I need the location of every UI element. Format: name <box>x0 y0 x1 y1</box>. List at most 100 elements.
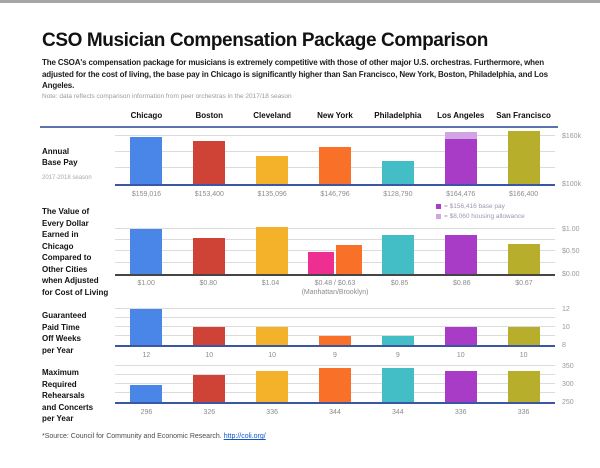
bar-chicago <box>130 136 163 184</box>
gridline <box>115 238 555 240</box>
bar-slot <box>115 309 178 345</box>
bar-slot <box>429 224 492 274</box>
bar-value-label: 10 <box>492 352 555 361</box>
bar-slot <box>366 366 429 402</box>
bar-value-text: 336 <box>266 409 278 416</box>
bar-segment <box>444 132 477 139</box>
bar-segment <box>507 243 540 274</box>
la-pay-legend: = $156,416 base pay = $8,060 housing allo… <box>436 201 525 221</box>
bar-slot <box>429 309 492 345</box>
bar-los-angeles <box>444 132 477 184</box>
bar-value-label: 344 <box>304 409 367 418</box>
bar-segment <box>507 371 540 402</box>
row-label-annual-base-pay: Annual Base Pay 2017-2018 season <box>42 134 122 196</box>
bar-segment <box>444 138 477 184</box>
source-text: *Source: Council for Community and Econo… <box>42 433 224 440</box>
axis-tick-label: 350 <box>562 363 574 370</box>
bar-segment <box>381 368 414 402</box>
axis-paid-time-off: 12 10 8 <box>560 306 598 349</box>
bar-value-subtext: (Manhattan/Brooklyn) <box>301 288 369 296</box>
column-header-philadelphia: Philadelphia <box>374 111 422 120</box>
bar-value-text: $0.86 <box>453 280 471 287</box>
axis-tick-label: 300 <box>562 381 574 388</box>
bar-value-label: 344 <box>366 409 429 418</box>
bar-slots <box>115 224 555 274</box>
column-header-los-angeles: Los Angeles <box>437 111 485 120</box>
bar-value-text: $0.85 <box>390 280 409 287</box>
bar-value-text: $1.00 <box>137 280 155 287</box>
bar-value-label: 10 <box>429 352 492 361</box>
bar-chicago <box>130 385 163 402</box>
values-dollar-value: $1.00 $0.80 $1.04 $0.48 / $0.63 (Manhattan/B… <box>115 280 555 297</box>
bar-value-text: 344 <box>392 409 404 416</box>
axis-tick-label: 10 <box>562 324 570 331</box>
bar-segment <box>308 252 334 274</box>
legend-swatch-icon <box>436 213 441 219</box>
row-label-paid-time-off: Guaranteed Paid Time Off Weeks per Year <box>42 311 87 355</box>
bar-value-text: 10 <box>519 352 528 359</box>
data-note: Note: data reflects comparison informati… <box>42 93 292 100</box>
bar-slot <box>492 366 555 402</box>
axis-tick-label: $100k <box>562 181 582 188</box>
bar-san-francisco <box>507 371 540 402</box>
chart-paid-time-off <box>115 308 555 347</box>
gridline <box>115 250 555 252</box>
values-rehearsals: 296 326 336 344 344 336 336 <box>115 409 555 418</box>
bar-boston <box>193 141 226 184</box>
bar-slot <box>115 224 178 274</box>
bar-segment <box>256 155 289 184</box>
bar-segment <box>256 327 289 345</box>
bar-value-label: $164,476 <box>429 191 492 200</box>
city-header-row: Chicago Boston Cleveland New York Philad… <box>115 111 555 120</box>
bar-value-label: 10 <box>241 352 304 361</box>
legend-item: = $156,416 base pay <box>436 201 525 211</box>
bar-value-text: 326 <box>203 409 216 416</box>
window-top-edge <box>0 0 600 3</box>
bar-segment <box>130 385 163 402</box>
bar-slot <box>178 366 241 402</box>
bar-new-york <box>319 368 351 402</box>
bar-value-text: $1.04 <box>261 280 280 287</box>
bar-value-text: 10 <box>456 352 465 359</box>
bar-value-label: $0.48 / $0.63 (Manhattan/Brooklyn) <box>302 280 369 297</box>
bar-value-text: $128,790 <box>383 191 413 198</box>
column-header-new-york: New York <box>317 111 353 120</box>
row-label-dollar-value: The Value of Every Dollar Earned in Chic… <box>42 207 109 297</box>
bar-value-text: $135,096 <box>257 191 287 198</box>
bar-slot <box>429 366 492 402</box>
gridline <box>115 227 555 229</box>
bar-san-francisco <box>507 243 540 274</box>
bar-slot <box>241 309 304 345</box>
bar-slot <box>178 224 241 274</box>
bar-slot <box>304 309 367 345</box>
column-header-boston: Boston <box>195 111 224 120</box>
chart-annual-base-pay <box>115 130 555 186</box>
gridline <box>115 335 555 336</box>
bar-value-label: 12 <box>115 352 178 361</box>
source-link[interactable]: http://coli.org/ <box>223 433 266 440</box>
bar-slot <box>241 130 304 184</box>
bar-san-francisco <box>507 327 540 345</box>
bar-value-label: 336 <box>492 409 555 418</box>
gridline <box>115 261 555 263</box>
bar-segment <box>193 374 226 402</box>
bar-slots <box>115 366 555 402</box>
bar-boston <box>193 374 226 402</box>
bar-slot <box>492 224 555 274</box>
bar-value-label: $1.00 <box>115 280 177 297</box>
legend-swatch-icon <box>436 203 441 209</box>
bar-slot <box>366 309 429 345</box>
bar-los-angeles <box>444 371 477 402</box>
bar-segment <box>319 368 351 402</box>
bar-segment <box>256 371 289 402</box>
bar-value-label: 9 <box>366 352 429 361</box>
bar-segment <box>130 309 163 345</box>
bar-value-text: $166,400 <box>508 191 539 198</box>
bar-value-text: 336 <box>454 409 467 416</box>
bar-value-text: $153,400 <box>194 191 224 198</box>
bar-slot <box>178 130 241 184</box>
bar-cleveland <box>256 226 289 274</box>
bar-segment <box>193 141 226 184</box>
bar-segment <box>507 327 540 345</box>
